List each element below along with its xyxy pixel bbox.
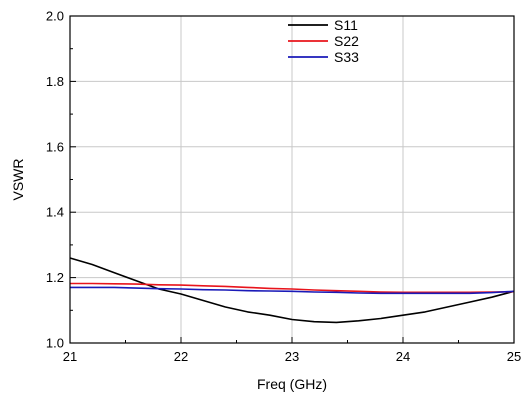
y-tick-label: 1.2 (46, 270, 64, 285)
legend-label: S33 (334, 49, 359, 65)
tick-labels: 21 22 23 24 25 1.0 1.2 1.4 1.6 1.8 2.0 (46, 9, 521, 365)
x-axis-title: Freq (GHz) (257, 376, 327, 392)
y-tick-label: 2.0 (46, 9, 64, 24)
legend-label: S22 (334, 33, 359, 49)
y-tick-label: 1.8 (46, 74, 64, 89)
y-tick-label: 1.0 (46, 336, 64, 351)
y-tick-label: 1.4 (46, 205, 64, 220)
series-line-s22 (70, 282, 515, 294)
series-line-s33 (70, 286, 515, 295)
grid-lines (70, 16, 514, 343)
legend-label: S11 (334, 17, 358, 33)
y-tick-label: 1.6 (46, 139, 64, 154)
x-tick-label: 23 (285, 349, 299, 364)
x-tick-label: 24 (396, 349, 410, 364)
series-layer (69, 257, 515, 324)
x-tick-label: 22 (174, 349, 188, 364)
y-axis-title: VSWR (10, 159, 26, 201)
x-tick-label: 25 (507, 349, 521, 364)
x-tick-label: 21 (63, 349, 77, 364)
axis-ticks (69, 15, 515, 344)
